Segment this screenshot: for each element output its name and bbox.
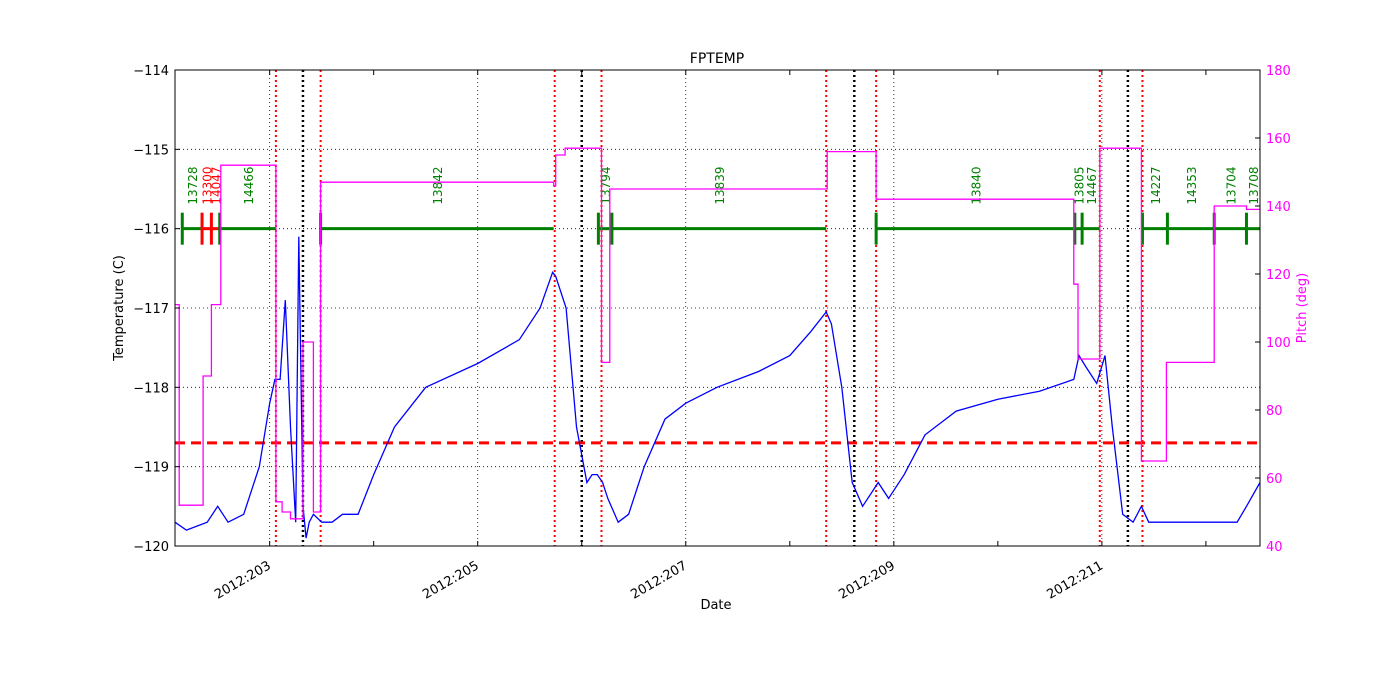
obsid-label: 14466 bbox=[242, 166, 256, 204]
obsid-label: 14227 bbox=[1149, 166, 1163, 204]
obsid-label: 14467 bbox=[1085, 166, 1099, 204]
y2-tick-label: 100 bbox=[1266, 336, 1291, 351]
obsid-label: 13300 bbox=[201, 166, 215, 204]
obsid-label: 13704 bbox=[1224, 166, 1238, 204]
temperature-line bbox=[175, 236, 1260, 539]
y2-tick-label: 80 bbox=[1266, 404, 1283, 419]
chart-title: FPTEMP bbox=[690, 51, 744, 67]
y-tick-label: −119 bbox=[133, 461, 169, 476]
y2-tick-label: 60 bbox=[1266, 472, 1283, 487]
obsid-label: 13805 bbox=[1072, 166, 1086, 204]
obsid-label: 14047 bbox=[210, 166, 224, 204]
y2-tick-label: 120 bbox=[1266, 268, 1291, 283]
obsid-label: 13840 bbox=[969, 166, 983, 204]
obsid-label: 13842 bbox=[431, 166, 445, 204]
obsid-label: 14353 bbox=[1185, 166, 1199, 204]
y-tick-label: −114 bbox=[133, 64, 169, 79]
obsid-label: 13708 bbox=[1247, 166, 1261, 204]
y2-tick-label: 140 bbox=[1266, 200, 1291, 215]
pitch-line bbox=[175, 147, 1260, 520]
obsid-label: 13839 bbox=[713, 166, 727, 204]
y-tick-label: −118 bbox=[133, 381, 169, 396]
y-tick-label: −115 bbox=[133, 143, 169, 158]
y-tick-label: −117 bbox=[133, 302, 169, 317]
data-series bbox=[175, 147, 1260, 539]
y2-axis-label: Pitch (deg) bbox=[1295, 273, 1310, 343]
y2-tick-label: 180 bbox=[1266, 64, 1291, 79]
y2-tick-label: 160 bbox=[1266, 132, 1291, 147]
y-axis-label: Temperature (C) bbox=[112, 255, 127, 362]
y-tick-label: −120 bbox=[133, 540, 169, 555]
y2-tick-label: 40 bbox=[1266, 540, 1283, 555]
x-axis-label: Date bbox=[700, 598, 731, 613]
y-tick-label: −116 bbox=[133, 223, 169, 238]
obsid-label: 13728 bbox=[186, 166, 200, 204]
